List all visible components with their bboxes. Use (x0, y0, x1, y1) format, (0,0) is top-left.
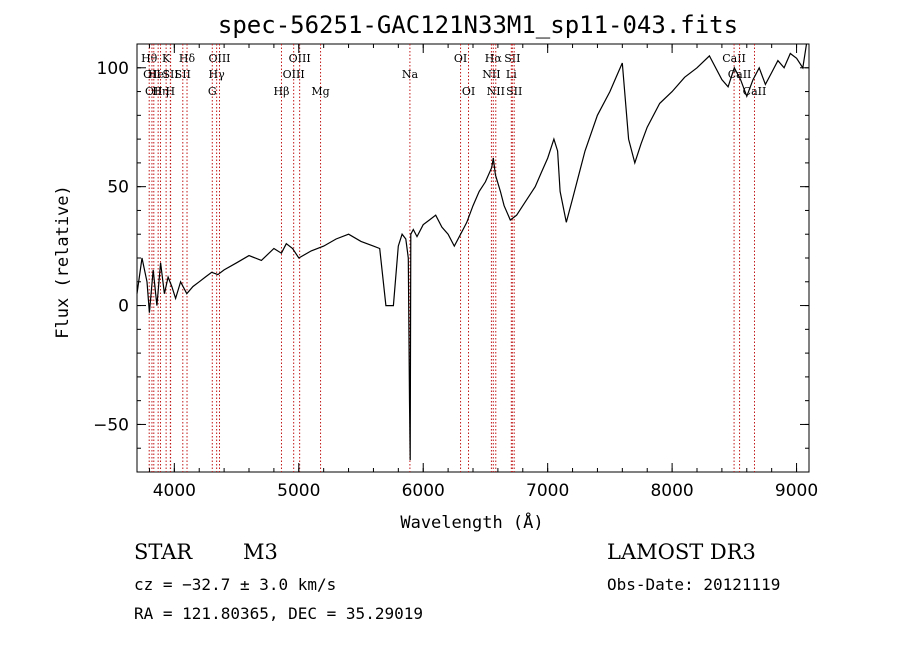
chart-title: spec-56251-GAC121N33M1_sp11-043.fits (218, 11, 738, 39)
marker-label: OIII (283, 68, 305, 81)
marker-label: SII (504, 52, 520, 65)
marker-label: Hγ (209, 68, 226, 81)
x-tick-label: 8000 (650, 481, 693, 501)
marker-label: OII (145, 85, 163, 98)
x-tick-label: 5000 (277, 481, 320, 501)
coordinates: RA = 121.80365, DEC = 35.29019 (134, 604, 423, 623)
marker-label: Na (402, 68, 419, 81)
marker-label: K (162, 52, 171, 65)
marker-label: H (166, 85, 176, 98)
marker-label: Hβ (274, 85, 290, 98)
marker-label: NII (487, 85, 505, 98)
marker-label: OI (454, 52, 467, 65)
x-axis-label: Wavelength (Å) (400, 511, 543, 533)
spectrum-line (136, 43, 808, 461)
object-subclass: M3 (243, 540, 278, 564)
plot-frame (136, 43, 810, 473)
y-tick-label: 100 (97, 59, 129, 79)
marker-label: CaII (722, 52, 746, 65)
marker-label: OII (143, 68, 161, 81)
observation-date: Obs-Date: 20121119 (607, 575, 781, 594)
series-layer (136, 43, 808, 461)
marker-label: Mg (311, 85, 329, 98)
marker-label: Hθ (141, 52, 158, 65)
y-tick-label: −50 (93, 415, 129, 435)
marker-label: Li (506, 68, 517, 81)
marker-label: SII (162, 68, 178, 81)
marker-label: Hη (152, 85, 168, 98)
plot-border (136, 43, 810, 473)
y-tick-label: 0 (118, 297, 129, 317)
marker-label: CaII (743, 85, 767, 98)
marker-label: Hδ (179, 52, 196, 65)
x-tick-label: 6000 (402, 481, 445, 501)
survey-name: LAMOST DR3 (607, 540, 756, 564)
axis-ticks: 4000 5000 6000 7000 8000 9000 −50 0 50 100 (93, 44, 818, 501)
x-tick-label: 9000 (775, 481, 818, 501)
marker-label: SII (175, 68, 191, 81)
redshift-velocity: cz = −32.7 ± 3.0 km/s (134, 575, 337, 594)
y-axis-label: Flux (relative) (53, 185, 73, 339)
marker-label: CaII (728, 68, 752, 81)
marker-label: OIII (289, 52, 311, 65)
marker-label: NII (482, 68, 500, 81)
marker-label: Hα (485, 52, 503, 65)
marker-label: G (208, 85, 217, 98)
y-tick-label: 50 (107, 178, 129, 198)
marker-label: HeI (148, 68, 168, 81)
object-class: STAR (134, 540, 193, 564)
x-tick-label: 4000 (153, 481, 196, 501)
marker-label: OIII (208, 52, 230, 65)
x-tick-label: 7000 (526, 481, 569, 501)
marker-label: OI (462, 85, 475, 98)
marker-label: SII (506, 85, 522, 98)
